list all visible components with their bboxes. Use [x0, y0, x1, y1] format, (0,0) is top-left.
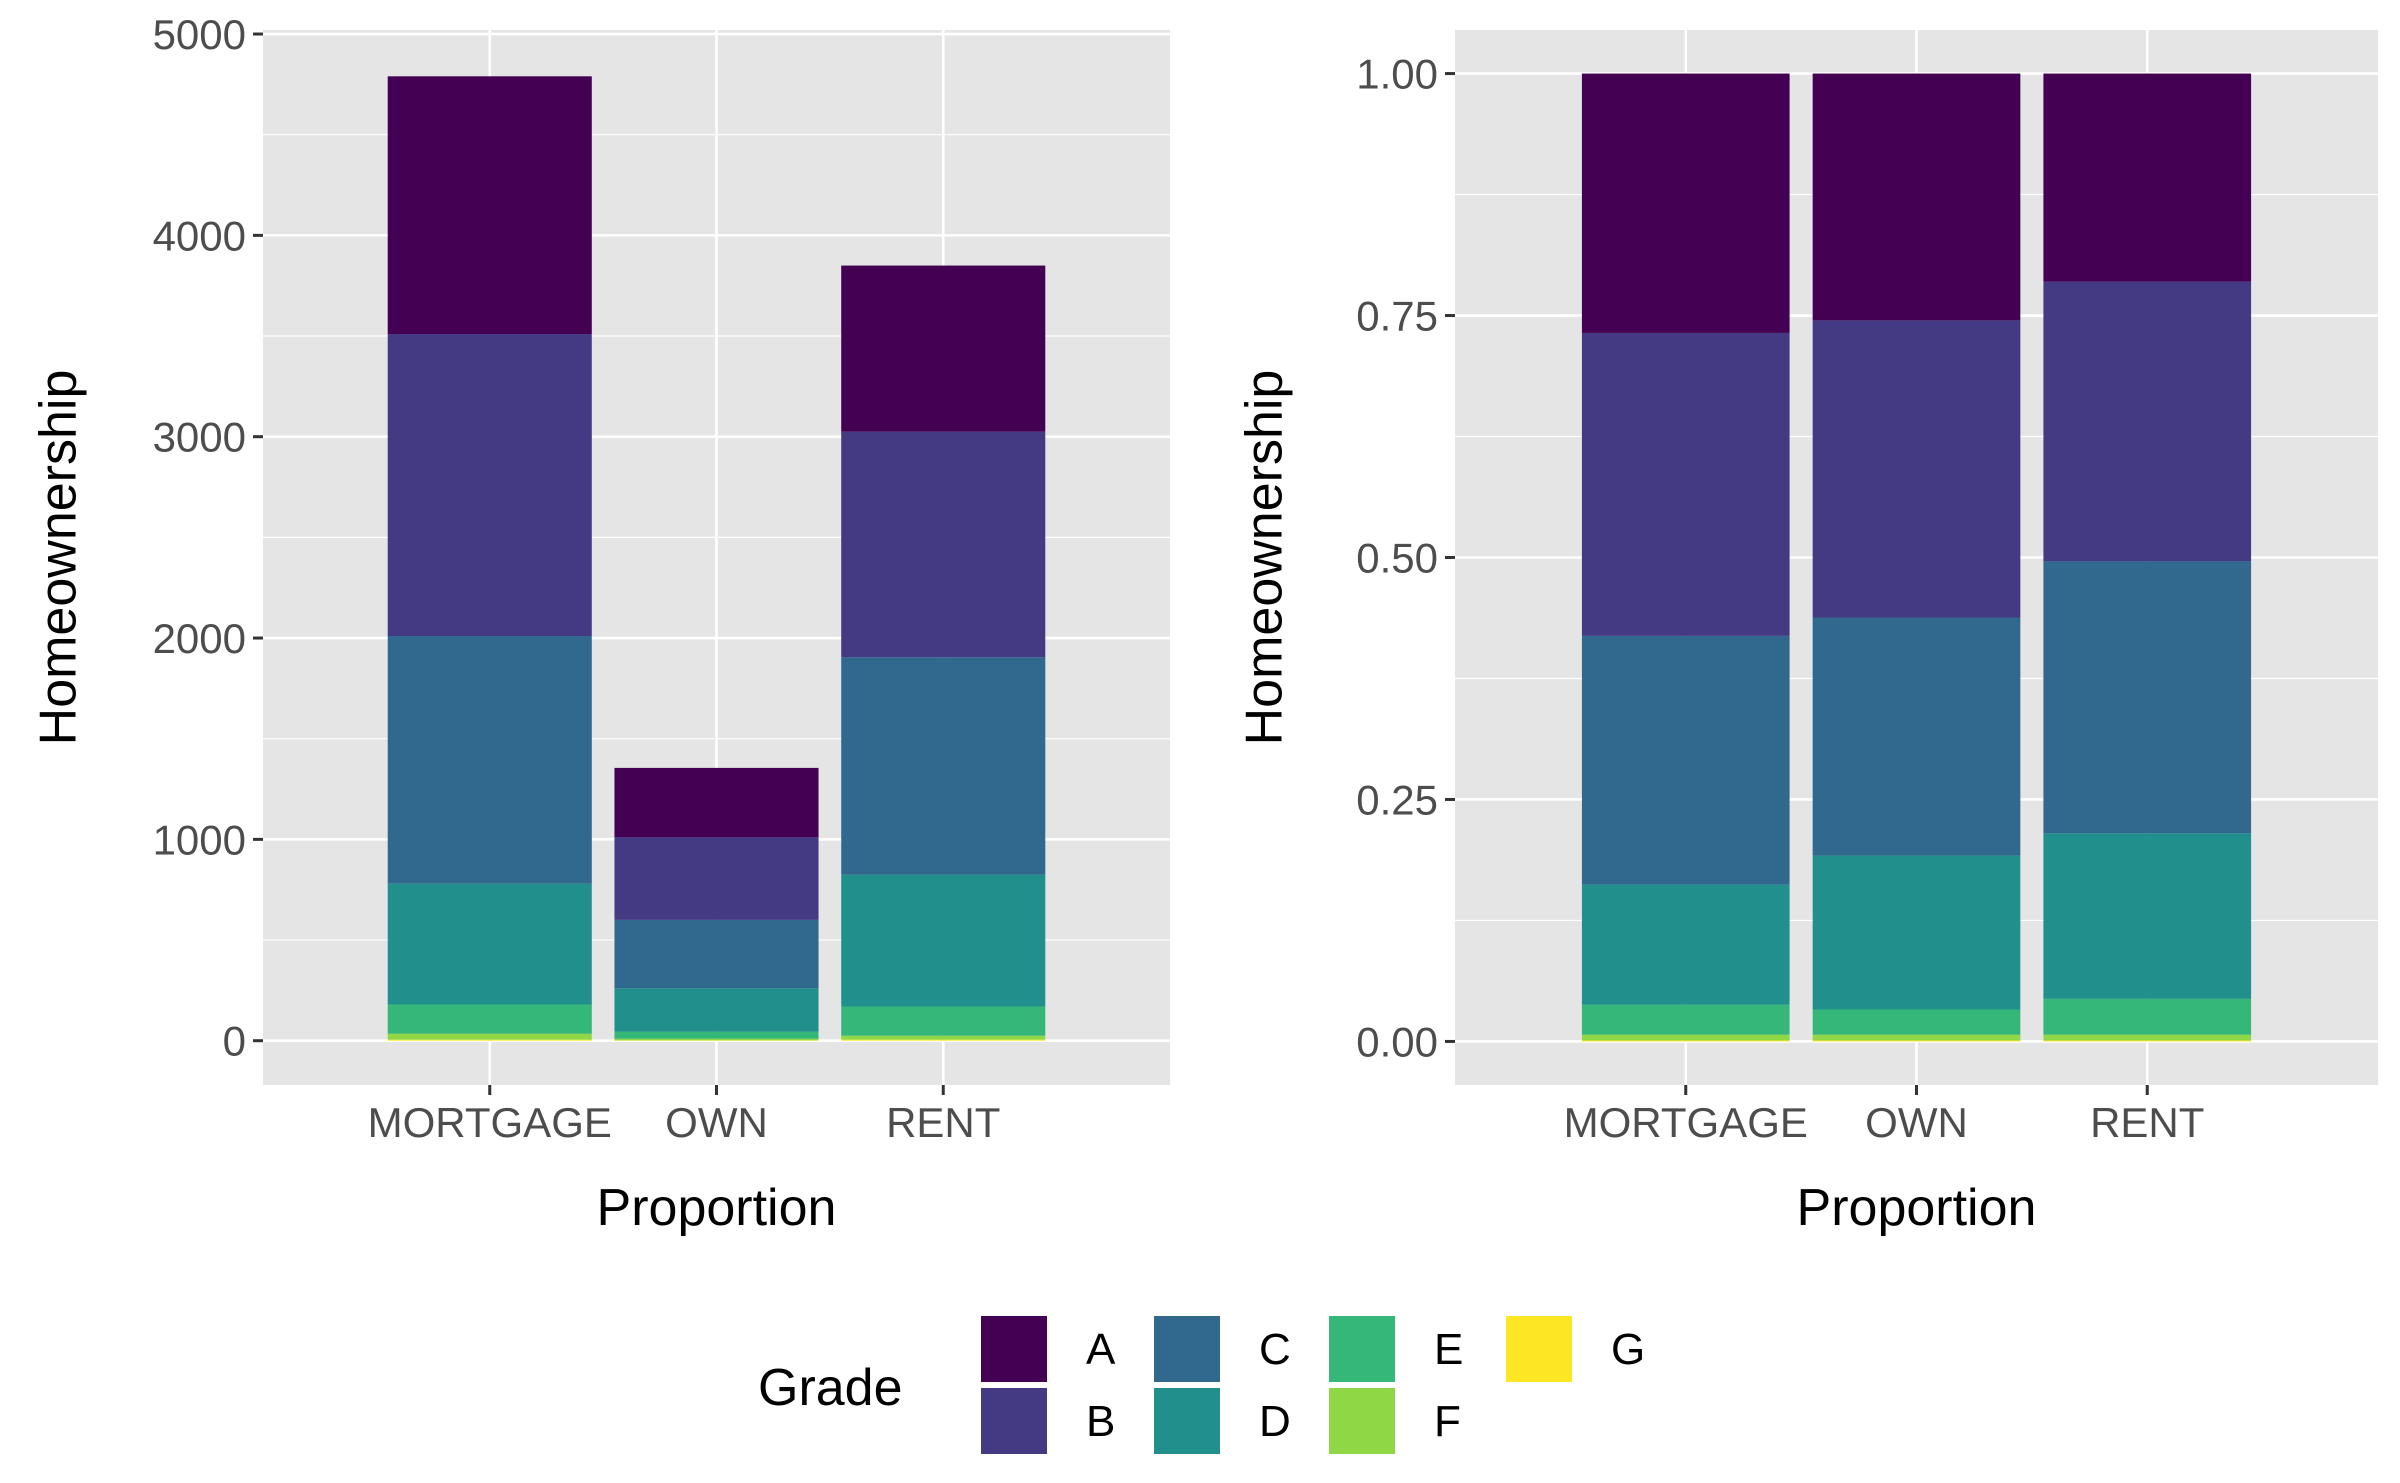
bar-segment-e-rent — [841, 1006, 1046, 1036]
x-tick-label: OWN — [665, 1099, 768, 1146]
bar-segment-f-own — [1812, 1034, 2021, 1041]
legend-label-b: B — [1086, 1397, 1115, 1446]
y-axis-title: Homeownership — [30, 370, 88, 746]
legend-label-f: F — [1434, 1397, 1461, 1446]
bar-segment-b-rent — [841, 431, 1046, 658]
legend-key-f — [1327, 1386, 1397, 1456]
bar-segment-g-rent — [2043, 1040, 2252, 1042]
x-tick-label: OWN — [1865, 1099, 1968, 1146]
y-tick-label: 3000 — [153, 414, 246, 461]
bar-segment-f-mortgage — [387, 1033, 592, 1040]
bar-segment-b-mortgage — [1581, 332, 1790, 636]
y-tick-label: 0.00 — [1356, 1018, 1438, 1065]
bar-segment-f-rent — [841, 1035, 1046, 1040]
bar-segment-g-own — [614, 1040, 819, 1041]
bar-segment-c-rent — [841, 657, 1046, 875]
y-tick-label: 2000 — [153, 615, 246, 662]
bar-segment-e-mortgage — [1581, 1004, 1790, 1035]
bar-segment-c-mortgage — [387, 636, 592, 884]
legend-label-e: E — [1434, 1325, 1463, 1374]
y-tick-label: 0.25 — [1356, 776, 1438, 823]
legend-label-g: G — [1611, 1325, 1645, 1374]
y-tick-label: 5000 — [153, 11, 246, 58]
y-tick-label: 0.50 — [1356, 535, 1438, 582]
bar-segment-d-rent — [2043, 833, 2252, 999]
bar-segment-g-own — [1812, 1040, 2021, 1042]
legend-key-g — [1504, 1314, 1574, 1384]
legend-title: Grade — [758, 1359, 903, 1417]
bar-segment-e-own — [614, 1031, 819, 1039]
legend-label-d: D — [1259, 1397, 1291, 1446]
chart-panel-2: 0.00 0.25 0.50 0.75 1.00 MORTGAGE OWN RENT Propo… — [1236, 30, 2378, 1237]
bar-segment-d-rent — [841, 874, 1046, 1007]
legend-key-a — [979, 1314, 1049, 1384]
y-tick-label: 0 — [223, 1018, 246, 1065]
bar-segment-g-mortgage — [1581, 1040, 1790, 1042]
bar-segment-a-rent — [841, 265, 1046, 432]
bar-segment-c-rent — [2043, 561, 2252, 834]
bar-segment-b-mortgage — [387, 334, 592, 637]
legend-key-e — [1327, 1314, 1397, 1384]
y-tick-label: 4000 — [153, 212, 246, 259]
legend-key-d — [1152, 1386, 1222, 1456]
bar-segment-f-own — [614, 1038, 819, 1041]
bar-segment-e-mortgage — [387, 1004, 592, 1034]
bar-segment-a-own — [1812, 73, 2021, 321]
bar-segment-f-rent — [2043, 1034, 2252, 1041]
legend: Grade AB CD EF G — [758, 1314, 1645, 1456]
y-tick-label: 0.75 — [1356, 293, 1438, 340]
bar-segment-a-own — [614, 767, 819, 838]
bar-segment-b-own — [614, 837, 819, 920]
bar-segment-b-own — [1812, 320, 2021, 618]
chart-panel-1: 0 1000 2000 3000 4000 5000 MORTGAGE OWN RENT Prop… — [30, 11, 1170, 1237]
bar-segment-c-own — [1812, 617, 2021, 856]
legend-label-c: C — [1259, 1325, 1291, 1374]
legend-key-c — [1152, 1314, 1222, 1384]
bar-segment-a-rent — [2043, 73, 2252, 282]
x-tick-label: RENT — [2090, 1099, 2204, 1146]
bar-segment-c-own — [614, 919, 819, 989]
x-axis-title: Proportion — [1797, 1179, 2037, 1237]
legend-key-b — [979, 1386, 1049, 1456]
x-tick-label: MORTGAGE — [1564, 1099, 1808, 1146]
y-axis-title: Homeownership — [1236, 370, 1294, 746]
bar-segment-c-mortgage — [1581, 635, 1790, 885]
y-tick-label: 1000 — [153, 816, 246, 863]
bar-segment-d-mortgage — [387, 883, 592, 1005]
x-tick-label: RENT — [886, 1099, 1000, 1146]
legend-label-a: A — [1086, 1325, 1116, 1374]
bar-segment-b-rent — [2043, 281, 2252, 562]
bar-segment-f-mortgage — [1581, 1034, 1790, 1041]
bar-segment-d-own — [614, 988, 819, 1032]
x-tick-label: MORTGAGE — [368, 1099, 612, 1146]
bar-segment-d-own — [1812, 855, 2021, 1010]
bar-segment-e-own — [1812, 1009, 2021, 1035]
y-tick-label: 1.00 — [1356, 51, 1438, 98]
bar-segment-e-rent — [2043, 998, 2252, 1035]
bar-segment-a-mortgage — [1581, 73, 1790, 333]
bar-segment-a-mortgage — [387, 76, 592, 335]
x-axis-title: Proportion — [597, 1179, 837, 1237]
bar-segment-g-rent — [841, 1039, 1046, 1041]
bar-segment-g-mortgage — [387, 1039, 592, 1041]
bar-segment-d-mortgage — [1581, 884, 1790, 1005]
